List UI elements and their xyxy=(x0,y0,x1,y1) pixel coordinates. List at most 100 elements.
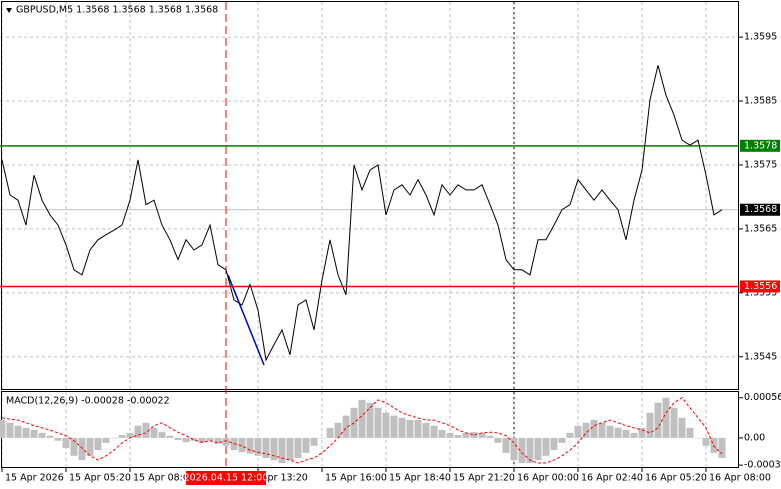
macd-bar xyxy=(14,425,22,438)
macd-bar xyxy=(406,419,414,438)
macd-bar xyxy=(294,437,302,458)
y-tick-label: 1.3595 xyxy=(744,32,777,43)
macd-bar xyxy=(686,427,694,438)
macd-bar xyxy=(558,437,566,443)
macd-bar xyxy=(214,437,222,444)
macd-bar xyxy=(142,422,150,438)
macd-bar xyxy=(598,422,606,438)
macd-bar xyxy=(78,437,86,461)
macd-bar xyxy=(526,437,534,463)
macd-bar xyxy=(342,415,350,438)
y-tick-label: 1.3585 xyxy=(744,96,777,107)
macd-bar xyxy=(0,419,6,438)
chart-title: GBPUSD,M5 1.3568 1.3568 1.3568 1.3568 xyxy=(16,5,218,16)
macd-bar xyxy=(582,422,590,438)
macd-bar xyxy=(126,432,134,438)
macd-bar xyxy=(318,437,326,439)
current-price-box xyxy=(740,203,780,216)
macd-bar xyxy=(358,399,366,438)
macd-bar xyxy=(94,437,102,451)
macd-bar xyxy=(366,402,374,438)
y-tick-label: -0.00038 xyxy=(744,460,781,471)
x-tick-label: 15 Apr 08:00 xyxy=(133,473,195,484)
macd-bar xyxy=(182,437,190,443)
macd-bar xyxy=(630,432,638,438)
macd-bar xyxy=(174,437,182,441)
macd-bar xyxy=(190,437,198,441)
macd-bar xyxy=(478,432,486,438)
y-tick-label: 0.00056 xyxy=(744,392,781,403)
y-tick-label: 1.3545 xyxy=(744,351,777,362)
x-tick-label: 15 Apr 18:40 xyxy=(389,473,451,484)
macd-bar xyxy=(262,437,270,458)
macd-bar xyxy=(310,437,318,446)
macd-bar xyxy=(166,435,174,438)
macd-bar xyxy=(590,419,598,438)
macd-bar xyxy=(54,437,62,441)
macd-bar xyxy=(638,427,646,438)
current-price-label: 1.3568 xyxy=(744,204,777,215)
macd-bar xyxy=(670,407,678,438)
macd-bar xyxy=(246,437,254,454)
macd-bar xyxy=(302,437,310,453)
macd-bar xyxy=(110,437,118,439)
level-label: 1.3578 xyxy=(744,140,777,151)
macd-bar xyxy=(430,425,438,438)
macd-bar xyxy=(134,425,142,438)
macd-bar xyxy=(462,432,470,438)
menu-icon[interactable] xyxy=(6,8,12,13)
macd-bar xyxy=(574,425,582,438)
macd-bar xyxy=(486,435,494,438)
macd-bar xyxy=(694,437,702,439)
macd-bar xyxy=(398,417,406,438)
x-tick-label: 15 Apr 05:20 xyxy=(69,473,131,484)
x-tick-label: 15 Apr 21:20 xyxy=(453,473,515,484)
macd-bar xyxy=(654,402,662,438)
macd-bar xyxy=(38,432,46,438)
macd-bar xyxy=(238,437,246,453)
macd-bar xyxy=(446,432,454,438)
x-tick-label: 16 Apr 05:20 xyxy=(645,473,707,484)
macd-bar xyxy=(118,435,126,438)
level-label-box xyxy=(740,280,780,293)
price-pane-border xyxy=(1,1,739,390)
y-tick-label: 1.3575 xyxy=(744,159,777,170)
macd-bar xyxy=(334,422,342,438)
macd-bar xyxy=(254,437,262,456)
macd-bar xyxy=(150,427,158,438)
macd-bar xyxy=(550,437,558,451)
macd-bar xyxy=(414,419,422,438)
crosshair-label-box xyxy=(186,471,266,485)
y-tick-label: 0.00 xyxy=(744,432,765,443)
macd-bar xyxy=(678,417,686,438)
macd-bar xyxy=(86,437,94,456)
macd-bar xyxy=(518,437,526,463)
macd-bar xyxy=(158,432,166,438)
macd-bar xyxy=(206,437,214,441)
macd-bar xyxy=(494,437,502,443)
crosshair-label: 2026.04.15 12:00 xyxy=(184,473,269,484)
trend-line xyxy=(227,274,265,366)
macd-bar xyxy=(470,432,478,438)
macd-title: MACD(12,26,9) -0.00028 -0.00022 xyxy=(6,396,170,407)
macd-bar xyxy=(374,407,382,438)
macd-bar xyxy=(326,427,334,438)
price-line xyxy=(1,65,723,362)
macd-bar xyxy=(718,437,726,458)
x-tick-label: 15 Apr 16:00 xyxy=(325,473,387,484)
macd-bar xyxy=(390,415,398,438)
macd-bar xyxy=(222,437,230,446)
macd-bar xyxy=(70,437,78,456)
macd-bar xyxy=(198,437,206,443)
macd-bar xyxy=(286,437,294,461)
macd-bar xyxy=(30,430,38,438)
level-label-box xyxy=(740,139,780,152)
macd-bar xyxy=(46,435,54,438)
x-tick-label: Apr 13:20 xyxy=(261,473,308,484)
macd-bar xyxy=(102,437,110,443)
macd-bar xyxy=(622,430,630,438)
macd-bar xyxy=(422,422,430,438)
macd-bar xyxy=(662,397,670,438)
signal-line xyxy=(1,397,723,464)
